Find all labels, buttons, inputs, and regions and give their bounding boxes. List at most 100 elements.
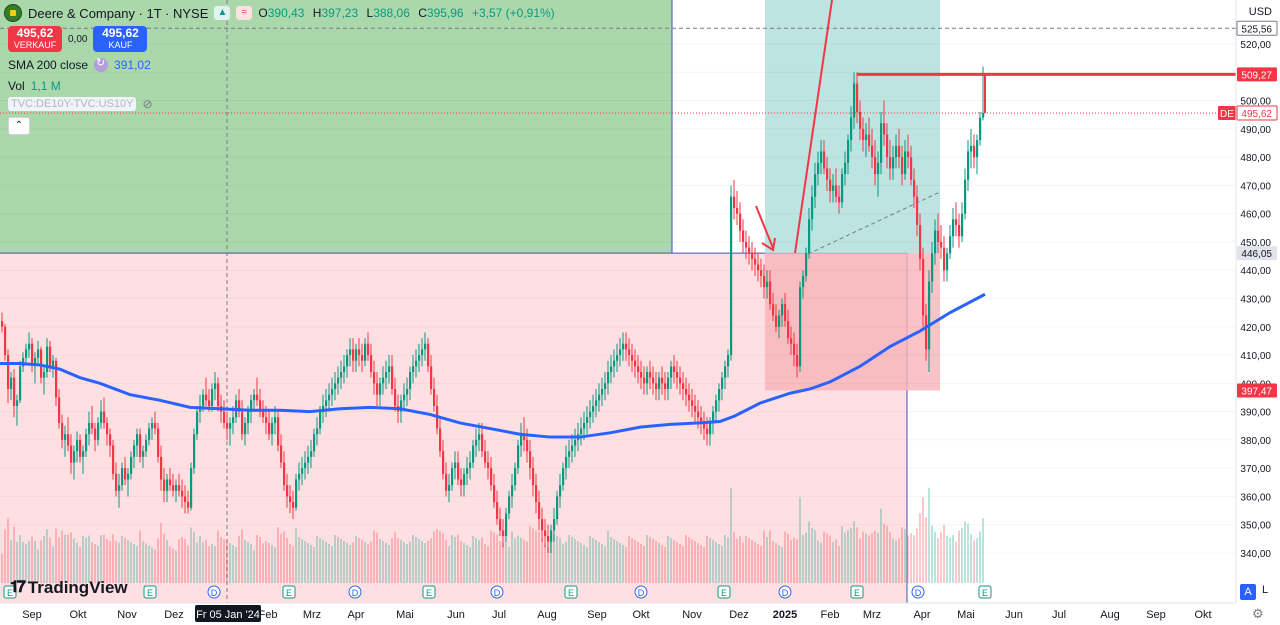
candle-body xyxy=(502,530,505,537)
candle-body xyxy=(970,145,973,152)
volume-bar xyxy=(382,541,384,583)
volume-bar xyxy=(7,518,9,583)
candle-body xyxy=(730,196,733,356)
candle-body xyxy=(313,434,316,452)
candle-body xyxy=(760,270,763,276)
candle-body xyxy=(145,439,148,452)
buy-button[interactable]: 495,62 KAUF xyxy=(93,26,148,52)
spread-symbol: TVC:DE10Y-TVC:US10Y xyxy=(8,97,137,111)
volume-bar xyxy=(928,488,930,583)
candle-body xyxy=(697,411,700,418)
market-open-icon[interactable]: ▲ xyxy=(214,6,231,20)
price-tick-label: 430,00 xyxy=(1240,295,1271,306)
volume-bar xyxy=(697,543,699,583)
price-axis-bg xyxy=(1236,0,1280,603)
volume-bar xyxy=(508,547,510,583)
volume-bar xyxy=(58,537,60,583)
candle-body xyxy=(331,388,334,395)
candle-body xyxy=(544,530,547,537)
volume-bar xyxy=(10,540,12,583)
price-tick-label: 410,00 xyxy=(1240,351,1271,362)
candle-body xyxy=(571,445,574,452)
candle-body xyxy=(832,185,835,192)
volume-bar xyxy=(715,542,717,583)
candle-body xyxy=(547,536,550,542)
price-tick-label: 380,00 xyxy=(1240,436,1271,447)
volume-bar xyxy=(661,545,663,583)
collapse-legend-button[interactable]: ⌃ xyxy=(8,117,30,135)
volume-bar xyxy=(568,535,570,583)
candle-body xyxy=(508,496,511,514)
sell-button[interactable]: 495,62 VERKAUF xyxy=(8,26,62,52)
time-tick-label: Jul xyxy=(1052,609,1066,621)
auto-scale-button[interactable]: A xyxy=(1240,584,1256,600)
candle-body xyxy=(688,394,691,401)
candle-body xyxy=(307,456,310,463)
dividend-marker-label: D xyxy=(915,588,922,598)
candle-body xyxy=(265,417,268,423)
candle-body xyxy=(724,366,727,378)
volume-bar xyxy=(874,530,876,583)
candle-body xyxy=(895,145,898,158)
volume-bar xyxy=(892,538,894,583)
candle-body xyxy=(700,417,703,423)
volume-bar xyxy=(763,530,765,583)
candle-body xyxy=(877,162,880,175)
volume-bar xyxy=(163,533,165,583)
volume-bar xyxy=(106,539,108,583)
candle-body xyxy=(892,157,895,169)
volume-bar xyxy=(97,546,99,583)
symbol-title[interactable]: Deere & Company · 1T · NYSE xyxy=(28,5,209,21)
dividend-marker-icon xyxy=(634,585,648,599)
candle-body xyxy=(463,473,466,486)
gear-icon[interactable]: ⚙ xyxy=(1252,606,1264,621)
volume-bar xyxy=(748,538,750,583)
volume-bar xyxy=(418,539,420,583)
volume-legend[interactable]: Vol 1,1 M xyxy=(8,79,61,93)
candle-body xyxy=(826,168,829,180)
volume-bar xyxy=(121,536,123,583)
volume-bar xyxy=(547,547,549,583)
refresh-icon[interactable] xyxy=(94,56,109,72)
volume-bar xyxy=(901,527,903,583)
spread-legend[interactable]: TVC:DE10Y-TVC:US10Y ⊘ xyxy=(8,97,153,111)
earnings-marker-icon xyxy=(564,585,578,599)
candle-body xyxy=(475,439,478,446)
volume-bar xyxy=(544,545,546,583)
time-tick-label: Feb xyxy=(259,609,278,621)
volume-bar xyxy=(427,540,429,583)
volume-bar xyxy=(871,533,873,583)
trend-line xyxy=(794,0,833,254)
time-tick-label: Sep xyxy=(587,609,607,621)
candle-body xyxy=(250,400,253,412)
currency-label[interactable]: USD xyxy=(1248,6,1272,18)
volume-bar xyxy=(778,545,780,583)
volume-bar xyxy=(199,536,201,583)
dividend-icon[interactable]: ≈ xyxy=(236,6,253,20)
volume-bar xyxy=(238,536,240,583)
volume-bar xyxy=(277,527,279,583)
candle-body xyxy=(76,439,79,452)
volume-bar xyxy=(760,546,762,583)
hidden-eye-icon[interactable]: ⊘ xyxy=(142,97,153,111)
candle-body xyxy=(121,468,124,486)
volume-bar xyxy=(805,532,807,583)
volume-bar xyxy=(730,488,732,583)
price-label: 495,62 xyxy=(1241,109,1272,120)
candle-body xyxy=(679,377,682,384)
candle-body xyxy=(898,145,901,158)
volume-bar xyxy=(919,513,921,583)
log-scale-button[interactable]: L xyxy=(1262,584,1269,596)
volume-bar xyxy=(604,546,606,583)
price-axis[interactable]: 340,00350,00360,00370,00380,00390,00400,… xyxy=(1218,0,1280,603)
candle-body xyxy=(325,400,328,406)
volume-bar xyxy=(349,545,351,583)
price-tick-label: 460,00 xyxy=(1240,210,1271,221)
volume-bar xyxy=(490,530,492,583)
volume-bar xyxy=(682,546,684,583)
sma-legend[interactable]: SMA 200 close 391,02 xyxy=(8,56,151,72)
time-tick-label: Okt xyxy=(632,609,649,621)
volume-bar xyxy=(241,529,243,583)
